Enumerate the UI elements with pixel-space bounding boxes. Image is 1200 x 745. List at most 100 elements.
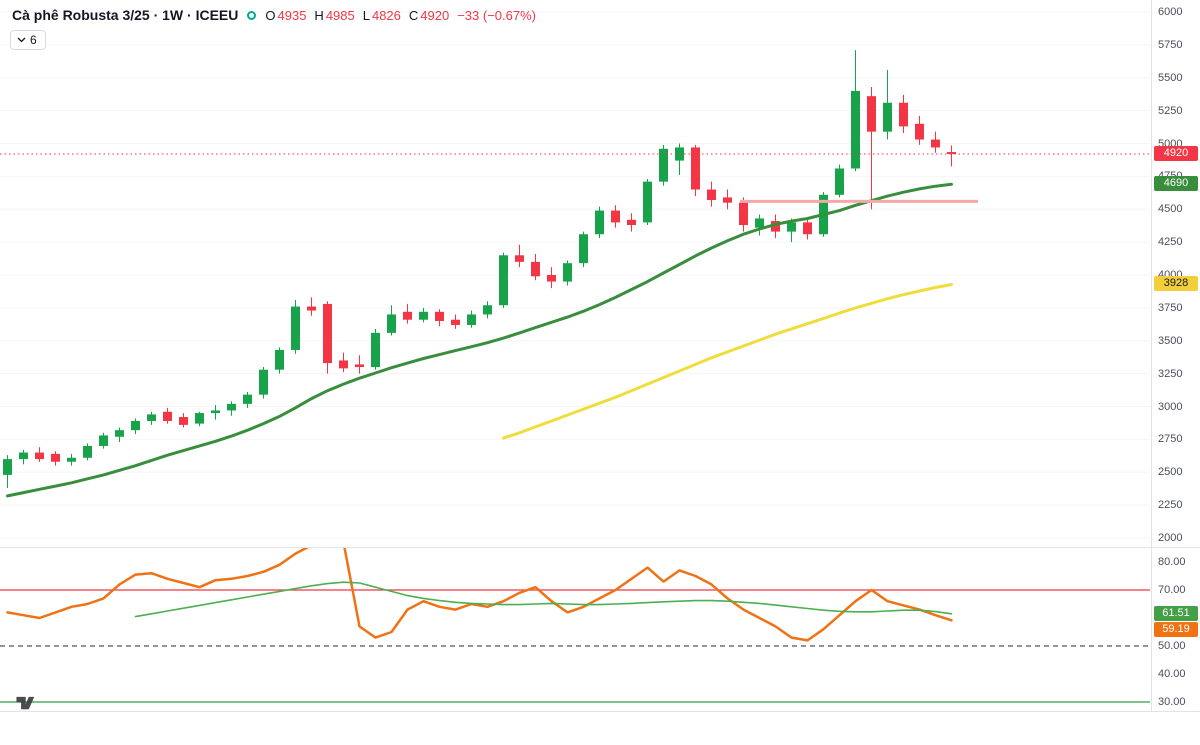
ma-green-badge[interactable]: 4690 [1154, 176, 1198, 192]
low-pair: L 4826 [363, 8, 401, 23]
price-tick: 5750 [1158, 38, 1183, 51]
tradingview-logo[interactable] [15, 693, 38, 715]
low-value: 4826 [371, 7, 401, 23]
close-label: C [408, 7, 419, 23]
candle[interactable] [691, 147, 700, 190]
candle[interactable] [563, 263, 572, 282]
close-pair: C 4920 [409, 8, 449, 23]
candle[interactable] [403, 311, 412, 320]
price-tick: 2500 [1158, 466, 1183, 479]
candle[interactable] [883, 102, 892, 132]
high-label: H [314, 7, 324, 23]
candle[interactable] [99, 435, 108, 446]
candle[interactable] [275, 349, 284, 370]
chevron-down-icon [17, 37, 26, 43]
price-tick: 5250 [1158, 104, 1183, 117]
pane-separator[interactable] [0, 547, 1200, 548]
candle[interactable] [899, 102, 908, 127]
candle[interactable] [67, 457, 76, 462]
candle[interactable] [835, 168, 844, 195]
ma-yellow-badge[interactable]: 3928 [1154, 276, 1198, 292]
chart-canvas[interactable] [0, 0, 1151, 712]
price-tick: 6000 [1158, 6, 1183, 18]
candle[interactable] [771, 221, 780, 232]
candle[interactable] [659, 148, 668, 182]
candle[interactable] [51, 453, 60, 462]
candle[interactable] [19, 452, 28, 460]
candle[interactable] [323, 303, 332, 364]
candle[interactable] [915, 123, 924, 140]
candle[interactable] [259, 369, 268, 395]
price-tick: 3500 [1158, 334, 1183, 347]
tradingview-logo-icon [16, 696, 35, 710]
high-value: 4985 [325, 7, 355, 23]
candle[interactable] [515, 255, 524, 262]
candle[interactable] [131, 420, 140, 431]
candle[interactable] [643, 181, 652, 223]
candle[interactable] [723, 197, 732, 203]
open-pair: O 4935 [265, 8, 306, 23]
candle[interactable] [355, 364, 364, 368]
candle[interactable] [611, 210, 620, 223]
candle[interactable] [499, 255, 508, 306]
candle[interactable] [867, 96, 876, 132]
candle[interactable] [227, 403, 236, 411]
candle[interactable] [83, 445, 92, 458]
price-tick: 3000 [1158, 400, 1183, 413]
price-tick: 4250 [1158, 236, 1183, 249]
candle[interactable] [627, 219, 636, 226]
candle[interactable] [3, 459, 12, 475]
legend-collapse-button[interactable]: 6 [10, 30, 46, 50]
rsi-line[interactable] [6, 540, 953, 642]
change-value: −33 (−0.67%) [457, 7, 536, 23]
candle[interactable] [147, 414, 156, 421]
candle[interactable] [451, 319, 460, 325]
pane-separator-bottom[interactable] [0, 711, 1200, 712]
candle[interactable] [803, 222, 812, 235]
candle[interactable] [291, 306, 300, 350]
candle[interactable] [163, 411, 172, 421]
rsi-ma-line[interactable] [134, 581, 953, 618]
candle[interactable] [419, 311, 428, 320]
candle[interactable] [595, 210, 604, 235]
candle[interactable] [195, 413, 204, 424]
rsi-badge[interactable]: 59.19 [1154, 621, 1198, 637]
price-tick: 2000 [1158, 532, 1183, 544]
candle[interactable] [467, 314, 476, 325]
candle[interactable] [371, 332, 380, 368]
price-tick: 2250 [1158, 499, 1183, 512]
ohlc-values: O 4935 H 4985 L 4826 C 4920 −33 (−0.67%) [265, 8, 536, 23]
candle[interactable] [531, 261, 540, 277]
candle[interactable] [179, 417, 188, 425]
candle[interactable] [211, 410, 220, 414]
candle[interactable] [115, 430, 124, 437]
candle[interactable] [739, 202, 748, 226]
candle[interactable] [707, 189, 716, 201]
indicator-tick: 80.00 [1158, 556, 1186, 568]
ma-yellow-line[interactable] [502, 283, 953, 440]
candle[interactable] [243, 394, 252, 404]
candle[interactable] [307, 306, 316, 311]
candle[interactable] [787, 222, 796, 232]
candle[interactable] [947, 152, 956, 155]
price-axis[interactable]: 6000575055005250500047504500425040003750… [1151, 0, 1200, 712]
candle[interactable] [851, 90, 860, 169]
candle[interactable] [931, 139, 940, 148]
ma-green-line[interactable] [6, 182, 953, 498]
candle[interactable] [547, 275, 556, 282]
price-tick: 5500 [1158, 71, 1183, 84]
open-label: O [265, 7, 276, 23]
rsi-ma-badge[interactable]: 61.51 [1154, 605, 1198, 621]
candle[interactable] [579, 234, 588, 264]
candle[interactable] [387, 314, 396, 333]
candle[interactable] [483, 305, 492, 315]
candle[interactable] [339, 360, 348, 369]
symbol-title[interactable]: Cà phê Robusta 3/25 · 1W · ICEEU [12, 7, 239, 23]
candle[interactable] [35, 452, 44, 460]
open-value: 4935 [277, 7, 307, 23]
candle[interactable] [755, 218, 764, 228]
market-status-icon[interactable] [247, 10, 257, 20]
last-price-badge[interactable]: 4920 [1154, 146, 1198, 162]
candle[interactable] [435, 311, 444, 322]
